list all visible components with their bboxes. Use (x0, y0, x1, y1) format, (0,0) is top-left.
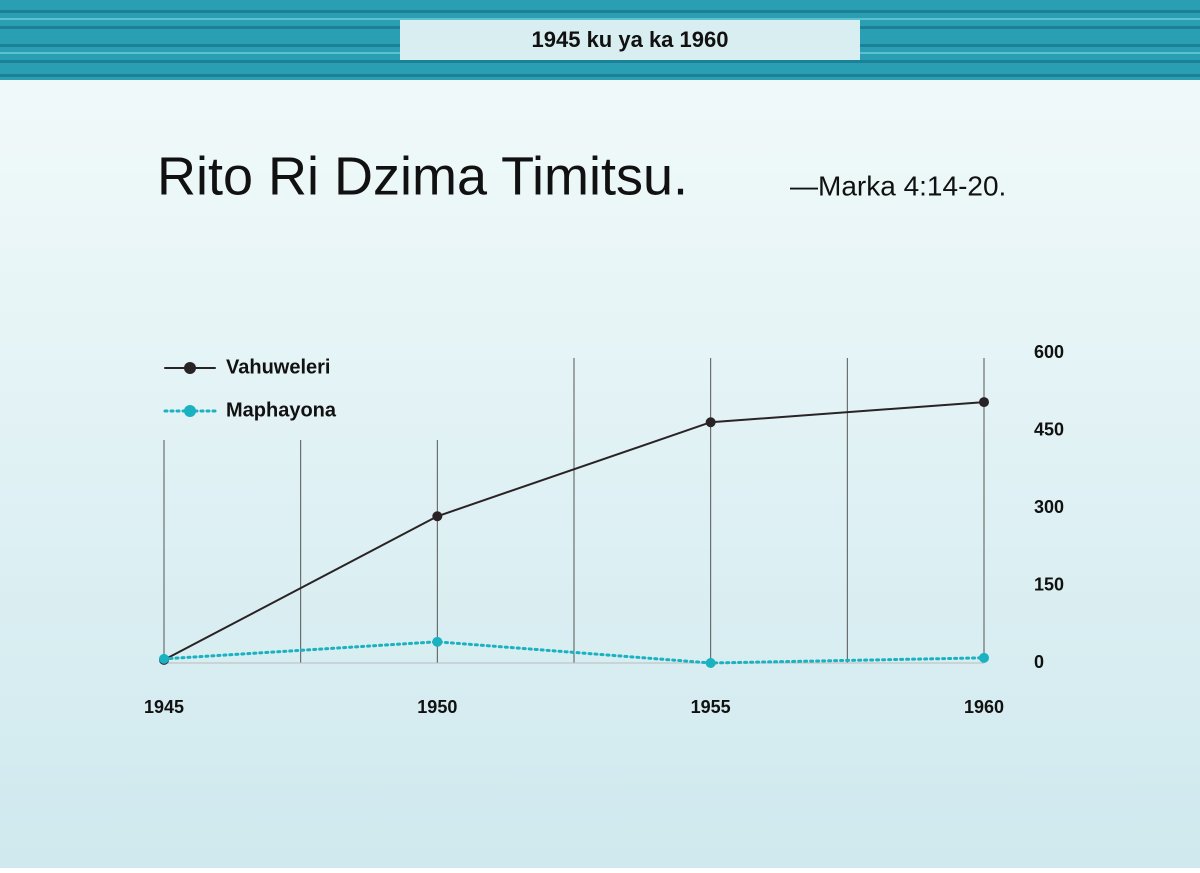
legend-label: Maphayona (226, 399, 337, 421)
x-tick-label: 1955 (691, 697, 731, 717)
plot: 1945 1950 1955 1960 0 150 300 450 600 Vahuweleri M… (144, 342, 1064, 717)
chart-title: Rito Ri Dzima Timitsu. (157, 146, 688, 206)
y-tick-label: 300 (1034, 497, 1064, 517)
data-point (159, 653, 169, 664)
legend-marker (184, 362, 196, 374)
data-point (705, 417, 716, 428)
data-point (979, 652, 989, 663)
y-tick-label: 600 (1034, 342, 1064, 362)
x-tick-label: 1945 (144, 697, 184, 717)
series-line (162, 640, 986, 665)
data-point (432, 636, 443, 647)
y-tick-label: 150 (1034, 574, 1064, 594)
header-title: 1945 ku ya ka 1960 (532, 27, 729, 52)
header-band (0, 0, 1200, 80)
x-tick-label: 1960 (964, 697, 1004, 717)
legend-marker (184, 405, 196, 417)
data-point (979, 397, 989, 408)
data-point (432, 511, 443, 522)
y-tick-label: 450 (1034, 419, 1064, 439)
x-tick-label: 1950 (417, 697, 457, 717)
chart-subtitle: —Marka 4:14-20. (790, 170, 1006, 201)
data-point (705, 658, 716, 668)
y-tick-label: 0 (1034, 652, 1044, 672)
legend-label: Vahuweleri (226, 356, 331, 378)
series-line (163, 401, 985, 661)
